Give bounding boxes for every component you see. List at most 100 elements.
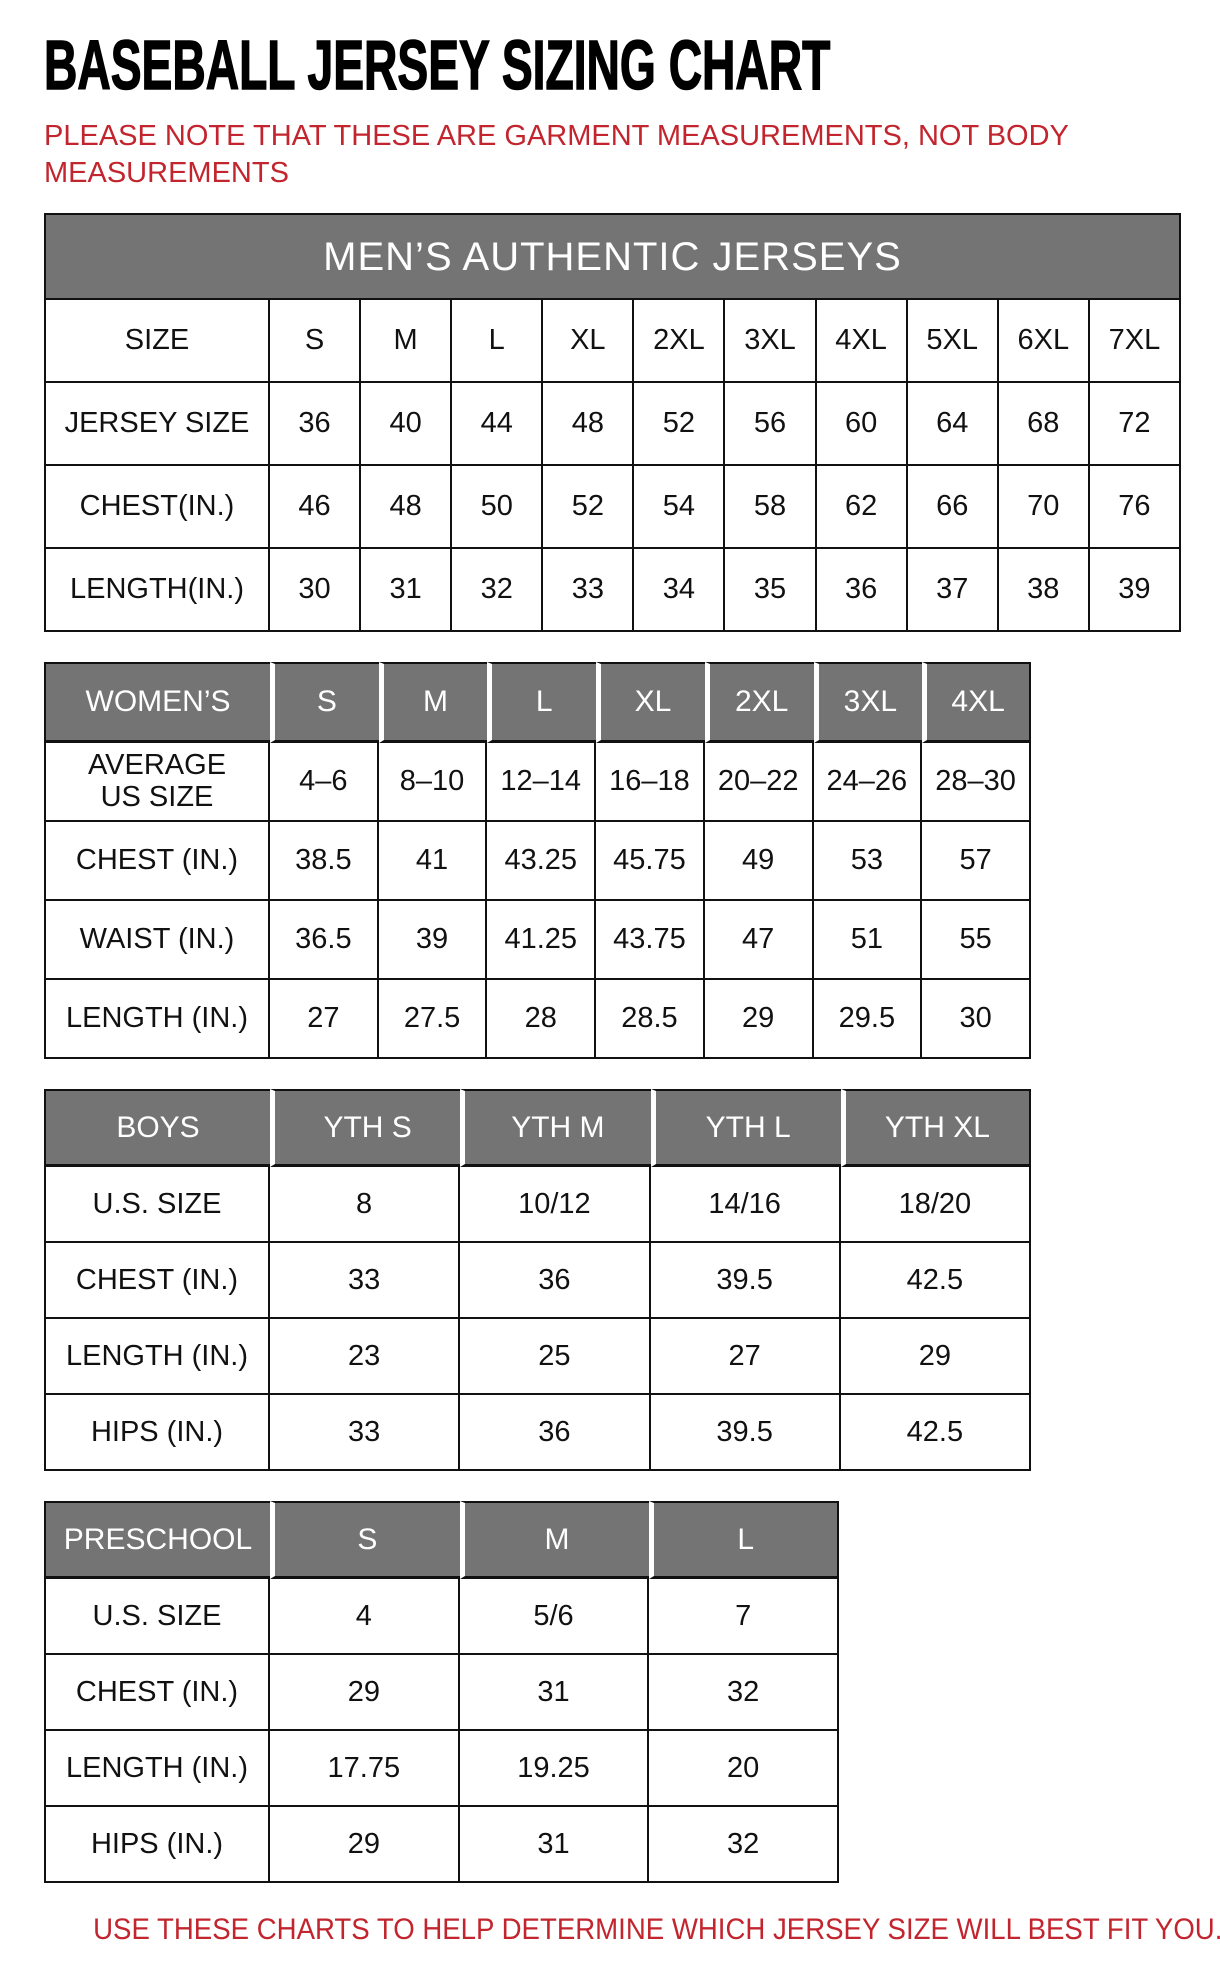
column-header: 3XL (725, 297, 817, 383)
cell-value: 8–10 (378, 742, 488, 822)
cell-value: 36 (270, 382, 362, 466)
cell-value: 56 (725, 382, 817, 466)
cell-value: 29 (270, 1806, 460, 1883)
table-row: U.S. SIZE 8 10/12 14/16 18/20 (44, 1166, 1031, 1243)
column-header: M (378, 661, 488, 743)
row-label: HIPS (IN.) (44, 1394, 270, 1471)
cell-value: 57 (922, 821, 1031, 901)
cell-value: 16–18 (596, 742, 705, 822)
cell-value: 31 (361, 548, 453, 632)
cell-value: 35 (725, 548, 817, 632)
cell-value: 8 (270, 1166, 461, 1243)
cell-value: 62 (816, 465, 908, 549)
table-row: CHEST (IN.) 33 36 39.5 42.5 (44, 1242, 1031, 1319)
boys-table: BOYS YTH S YTH M YTH L YTH XL U.S. SIZE 8 10/12… (44, 1088, 1184, 1471)
mens-table-banner: MEN’S AUTHENTIC JERSEYS (44, 212, 1181, 298)
cell-value: 31 (459, 1806, 650, 1883)
header-row: SIZE S M L XL 2XL 3XL 4XL 5XL 6XL 7XL (44, 297, 1181, 383)
cell-value: 72 (1089, 382, 1181, 466)
cell-value: 52 (543, 465, 635, 549)
cell-value: 27.5 (378, 979, 488, 1059)
cell-value: 48 (543, 382, 635, 466)
table-row: CHEST (IN.) 38.5 41 43.25 45.75 49 53 57 (44, 821, 1031, 901)
cell-value: 70 (998, 465, 1090, 549)
cell-value: 27 (270, 979, 379, 1059)
cell-value: 43.25 (487, 821, 597, 901)
table-row: CHEST(IN.) 46 48 50 52 54 58 62 66 70 76 (44, 465, 1181, 549)
cell-value: 48 (361, 465, 453, 549)
table-row: U.S. SIZE 4 5/6 7 (44, 1578, 839, 1655)
cell-value: 54 (634, 465, 726, 549)
cell-value: 39 (1089, 548, 1181, 632)
preschool-table-grid: PRESCHOOL S M L U.S. SIZE 4 5/6 7 CHEST (IN.) 29 3… (44, 1500, 1184, 1883)
cell-value: 19.25 (459, 1730, 650, 1807)
cell-value: 58 (725, 465, 817, 549)
cell-value: 40 (361, 382, 453, 466)
cell-value: 33 (543, 548, 635, 632)
cell-value: 46 (270, 465, 362, 549)
cell-value: 33 (270, 1394, 461, 1471)
footer-note: USE THESE CHARTS TO HELP DETERMINE WHICH… (44, 1913, 1220, 1947)
cell-value: 12–14 (487, 742, 597, 822)
cell-value: 20–22 (704, 742, 814, 822)
cell-value: 37 (907, 548, 999, 632)
column-header: XL (543, 297, 635, 383)
cell-value: 50 (452, 465, 544, 549)
cell-value: 28.5 (596, 979, 705, 1059)
cell-value: 36 (816, 548, 908, 632)
column-header: S (270, 297, 362, 383)
cell-value: 28 (487, 979, 597, 1059)
column-header: 3XL (813, 661, 923, 743)
header-row: WOMEN’S S M L XL 2XL 3XL 4XL (44, 661, 1031, 743)
cell-value: 32 (649, 1806, 839, 1883)
column-header: S (270, 661, 379, 743)
table-row: HIPS (IN.) 33 36 39.5 42.5 (44, 1394, 1031, 1471)
row-label: CHEST(IN.) (44, 465, 270, 549)
table-row: LENGTH (IN.) 17.75 19.25 20 (44, 1730, 839, 1807)
cell-value: 38.5 (270, 821, 379, 901)
table-row: LENGTH (IN.) 27 27.5 28 28.5 29 29.5 30 (44, 979, 1031, 1059)
cell-value: 39.5 (650, 1394, 841, 1471)
cell-value: 29 (270, 1654, 460, 1731)
mens-authentic-jerseys-grid-table: SIZE S M L XL 2XL 3XL 4XL 5XL 6XL 7XL JERSEY SIZE 36… (44, 297, 1181, 632)
column-header: 4XL (816, 297, 908, 383)
row-label: CHEST (IN.) (44, 821, 270, 901)
column-header: 5XL (907, 297, 999, 383)
mens-authentic-jerseys-table: MEN’S AUTHENTIC JERSEYS SIZE S M L XL 2XL 3XL 4… (44, 212, 1184, 632)
column-header: 7XL (1089, 297, 1181, 383)
cell-value: 42.5 (840, 1242, 1031, 1319)
cell-value: 29 (840, 1318, 1031, 1395)
garment-measurements-note: PLEASE NOTE THAT THESE ARE GARMENT MEASU… (44, 119, 1069, 189)
cell-value: 14/16 (650, 1166, 841, 1243)
cell-value: 36 (460, 1394, 651, 1471)
table-row: WAIST (IN.) 36.5 39 41.25 43.75 47 51 55 (44, 900, 1031, 980)
row-label: U.S. SIZE (44, 1166, 270, 1243)
table-row: LENGTH(IN.) 30 31 32 33 34 35 36 37 38 39 (44, 548, 1181, 632)
cell-value: 51 (813, 900, 923, 980)
column-header: L (649, 1500, 839, 1579)
cell-value: 53 (813, 821, 923, 901)
cell-value: 7 (649, 1578, 839, 1655)
cell-value: 20 (649, 1730, 839, 1807)
cell-value: 4 (270, 1578, 460, 1655)
header-row: PRESCHOOL S M L (44, 1500, 839, 1579)
column-header: YTH L (650, 1088, 841, 1167)
table-row: LENGTH (IN.) 23 25 27 29 (44, 1318, 1031, 1395)
column-header: YTH XL (840, 1088, 1031, 1167)
cell-value: 25 (460, 1318, 651, 1395)
table-row: CHEST (IN.) 29 31 32 (44, 1654, 839, 1731)
column-header: YTH S (270, 1088, 461, 1167)
row-label: WAIST (IN.) (44, 900, 270, 980)
preschool-table: PRESCHOOL S M L U.S. SIZE 4 5/6 7 CHEST (IN.) 29 3… (44, 1500, 1184, 1883)
cell-value: 10/12 (460, 1166, 651, 1243)
cell-value: 41 (378, 821, 488, 901)
cell-value: 18/20 (840, 1166, 1031, 1243)
cell-value: 29 (704, 979, 814, 1059)
sizing-chart-page: BASEBALL JERSEY SIZING CHART PLEASE NOTE… (44, 27, 1220, 1947)
cell-value: 17.75 (270, 1730, 460, 1807)
cell-value: 76 (1089, 465, 1181, 549)
column-header: XL (596, 661, 705, 743)
boys-table-grid: BOYS YTH S YTH M YTH L YTH XL U.S. SIZE 8 10/12… (44, 1088, 1184, 1471)
cell-value: 30 (922, 979, 1031, 1059)
cell-value: 24–26 (813, 742, 923, 822)
